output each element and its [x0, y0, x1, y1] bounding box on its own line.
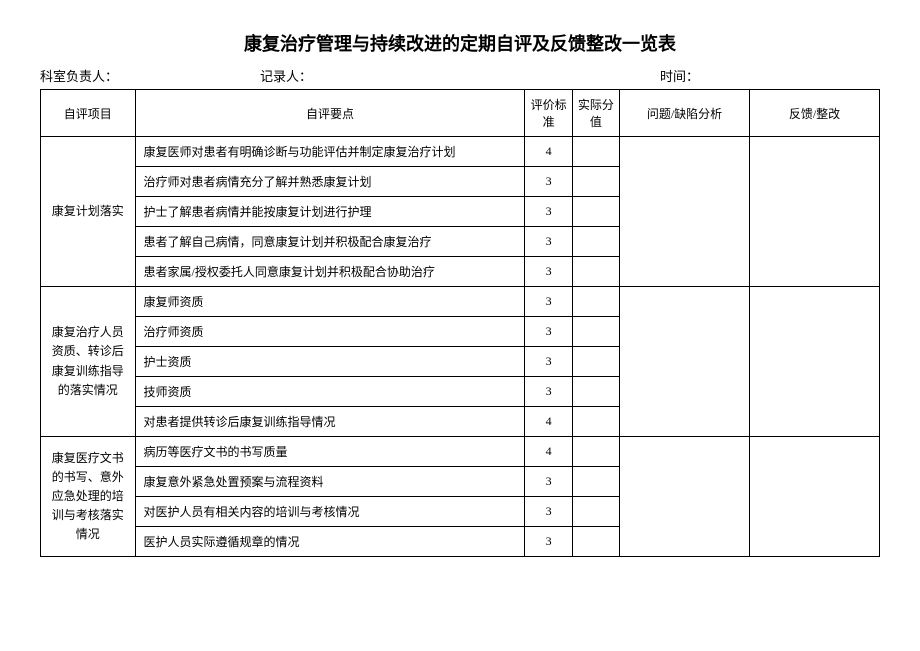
actual-cell	[572, 137, 619, 167]
col-std-header: 评价标准	[525, 90, 572, 137]
point-cell: 治疗师对患者病情充分了解并熟悉康复计划	[135, 167, 525, 197]
point-cell: 康复师资质	[135, 287, 525, 317]
col-project-header: 自评项目	[41, 90, 136, 137]
analysis-cell	[620, 287, 750, 437]
actual-cell	[572, 527, 619, 557]
col-point-header: 自评要点	[135, 90, 525, 137]
col-actual-header: 实际分值	[572, 90, 619, 137]
point-cell: 对患者提供转诊后康复训练指导情况	[135, 407, 525, 437]
point-cell: 医护人员实际遵循规章的情况	[135, 527, 525, 557]
feedback-cell	[750, 437, 880, 557]
actual-cell	[572, 197, 619, 227]
dept-leader-label: 科室负责人：	[40, 66, 260, 85]
point-cell: 患者了解自己病情，同意康复计划并积极配合康复治疗	[135, 227, 525, 257]
point-cell: 对医护人员有相关内容的培训与考核情况	[135, 497, 525, 527]
project-cell: 康复医疗文书的书写、意外应急处理的培训与考核落实情况	[41, 437, 136, 557]
point-cell: 康复医师对患者有明确诊断与功能评估并制定康复治疗计划	[135, 137, 525, 167]
std-cell: 3	[525, 167, 572, 197]
recorder-label: 记录人：	[260, 66, 480, 85]
actual-cell	[572, 437, 619, 467]
col-feedback-header: 反馈/整改	[750, 90, 880, 137]
std-cell: 3	[525, 377, 572, 407]
project-cell: 康复计划落实	[41, 137, 136, 287]
std-cell: 3	[525, 227, 572, 257]
std-cell: 3	[525, 197, 572, 227]
std-cell: 4	[525, 437, 572, 467]
actual-cell	[572, 167, 619, 197]
actual-cell	[572, 287, 619, 317]
col-analysis-header: 问题/缺陷分析	[620, 90, 750, 137]
project-cell: 康复治疗人员资质、转诊后康复训练指导的落实情况	[41, 287, 136, 437]
table-row: 康复计划落实康复医师对患者有明确诊断与功能评估并制定康复治疗计划4	[41, 137, 880, 167]
point-cell: 治疗师资质	[135, 317, 525, 347]
point-cell: 病历等医疗文书的书写质量	[135, 437, 525, 467]
page-title: 康复治疗管理与持续改进的定期自评及反馈整改一览表	[40, 30, 880, 56]
actual-cell	[572, 377, 619, 407]
point-cell: 护士资质	[135, 347, 525, 377]
table-row: 康复医疗文书的书写、意外应急处理的培训与考核落实情况病历等医疗文书的书写质量4	[41, 437, 880, 467]
std-cell: 3	[525, 287, 572, 317]
evaluation-table: 自评项目 自评要点 评价标准 实际分值 问题/缺陷分析 反馈/整改 康复计划落实…	[40, 89, 880, 557]
point-cell: 康复意外紧急处置预案与流程资料	[135, 467, 525, 497]
time-label: 时间：	[480, 66, 880, 85]
point-cell: 患者家属/授权委托人同意康复计划并积极配合协助治疗	[135, 257, 525, 287]
actual-cell	[572, 227, 619, 257]
std-cell: 4	[525, 137, 572, 167]
std-cell: 4	[525, 407, 572, 437]
std-cell: 3	[525, 497, 572, 527]
header-row: 科室负责人： 记录人： 时间：	[40, 66, 880, 85]
analysis-cell	[620, 437, 750, 557]
feedback-cell	[750, 287, 880, 437]
point-cell: 技师资质	[135, 377, 525, 407]
actual-cell	[572, 407, 619, 437]
feedback-cell	[750, 137, 880, 287]
actual-cell	[572, 257, 619, 287]
actual-cell	[572, 467, 619, 497]
std-cell: 3	[525, 347, 572, 377]
point-cell: 护士了解患者病情并能按康复计划进行护理	[135, 197, 525, 227]
actual-cell	[572, 347, 619, 377]
std-cell: 3	[525, 257, 572, 287]
table-header-row: 自评项目 自评要点 评价标准 实际分值 问题/缺陷分析 反馈/整改	[41, 90, 880, 137]
std-cell: 3	[525, 527, 572, 557]
std-cell: 3	[525, 467, 572, 497]
actual-cell	[572, 497, 619, 527]
table-row: 康复治疗人员资质、转诊后康复训练指导的落实情况康复师资质3	[41, 287, 880, 317]
actual-cell	[572, 317, 619, 347]
std-cell: 3	[525, 317, 572, 347]
analysis-cell	[620, 137, 750, 287]
